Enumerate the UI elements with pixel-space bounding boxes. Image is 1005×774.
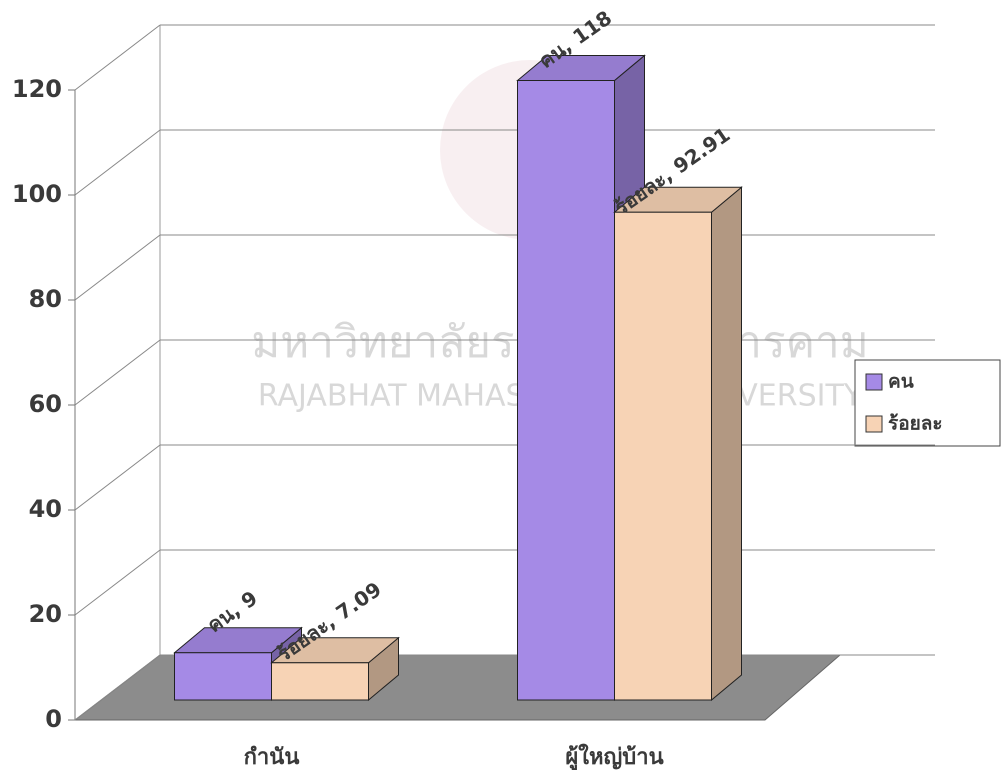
legend-swatch [865, 415, 883, 433]
bar [271, 662, 369, 701]
y-tick-label: 0 [45, 705, 62, 733]
y-tick-label: 20 [29, 600, 62, 628]
bar [614, 211, 712, 701]
y-tick-label: 80 [29, 285, 62, 313]
bar [174, 652, 272, 701]
side-grid-line [74, 339, 161, 406]
x-tick-label: กำนัน [244, 745, 300, 770]
side-grid-line [74, 234, 161, 301]
side-grid-line [74, 24, 161, 91]
side-grid-line [74, 549, 161, 616]
side-grid-line [74, 129, 161, 196]
y-tick-label: 120 [12, 75, 62, 103]
side-grid-line [74, 444, 161, 511]
legend-label: ร้อยละ [888, 413, 943, 435]
legend-swatch [865, 373, 883, 391]
y-tick-label: 100 [12, 180, 62, 208]
x-tick-label: ผู้ใหญ่บ้าน [565, 743, 663, 771]
bar-side [711, 186, 742, 702]
legend-label: คน [888, 371, 914, 393]
side-grid-line [74, 654, 161, 721]
y-tick-label: 60 [29, 390, 62, 418]
bar [517, 80, 615, 701]
y-tick-label: 40 [29, 495, 62, 523]
